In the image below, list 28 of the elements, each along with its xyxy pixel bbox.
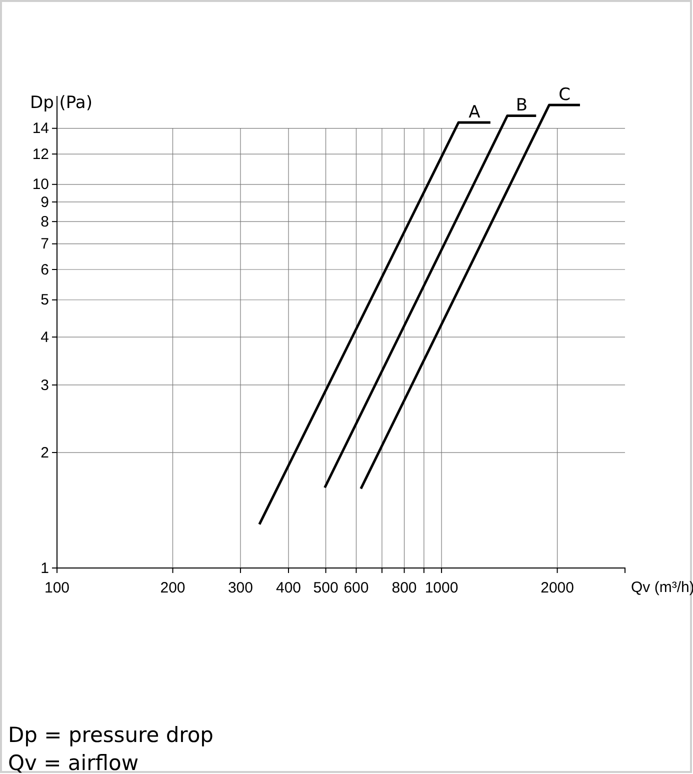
x-tick-label: 200 bbox=[160, 580, 186, 596]
x-axis-title: Qv (m³/h) bbox=[631, 579, 693, 596]
x-tick-label: 600 bbox=[344, 580, 369, 596]
text: Dp = pressure drop bbox=[8, 723, 214, 747]
y-tick-label: 9 bbox=[40, 194, 49, 211]
text: Qv = airflow bbox=[8, 751, 138, 774]
series-label: A bbox=[468, 102, 481, 122]
x-tick-label: 800 bbox=[392, 580, 417, 596]
x-tick-label: 400 bbox=[276, 580, 302, 596]
y-tick-label: 14 bbox=[32, 120, 49, 138]
x-tick-label: 100 bbox=[44, 580, 70, 596]
y-tick-label: 2 bbox=[40, 444, 49, 462]
y-tick-label: 10 bbox=[32, 176, 49, 194]
x-tick-label: 1000 bbox=[424, 580, 458, 596]
y-tick-label: 1 bbox=[40, 560, 49, 577]
x-tick-label: 500 bbox=[313, 580, 338, 596]
series-label: B bbox=[516, 96, 528, 116]
y-tick-label: 7 bbox=[40, 236, 49, 253]
y-tick-label: 8 bbox=[40, 213, 49, 230]
x-tick-label: 2000 bbox=[540, 580, 574, 596]
y-tick-label: 6 bbox=[40, 261, 49, 278]
series-label: C bbox=[558, 85, 571, 106]
y-tick-label: 5 bbox=[40, 292, 49, 309]
y-axis-title: Dp (Pa) bbox=[30, 93, 92, 113]
y-tick-label: 4 bbox=[40, 328, 49, 346]
x-tick-label: 300 bbox=[228, 580, 253, 596]
y-tick-label: 12 bbox=[32, 146, 49, 163]
y-tick-label: 3 bbox=[40, 376, 49, 394]
